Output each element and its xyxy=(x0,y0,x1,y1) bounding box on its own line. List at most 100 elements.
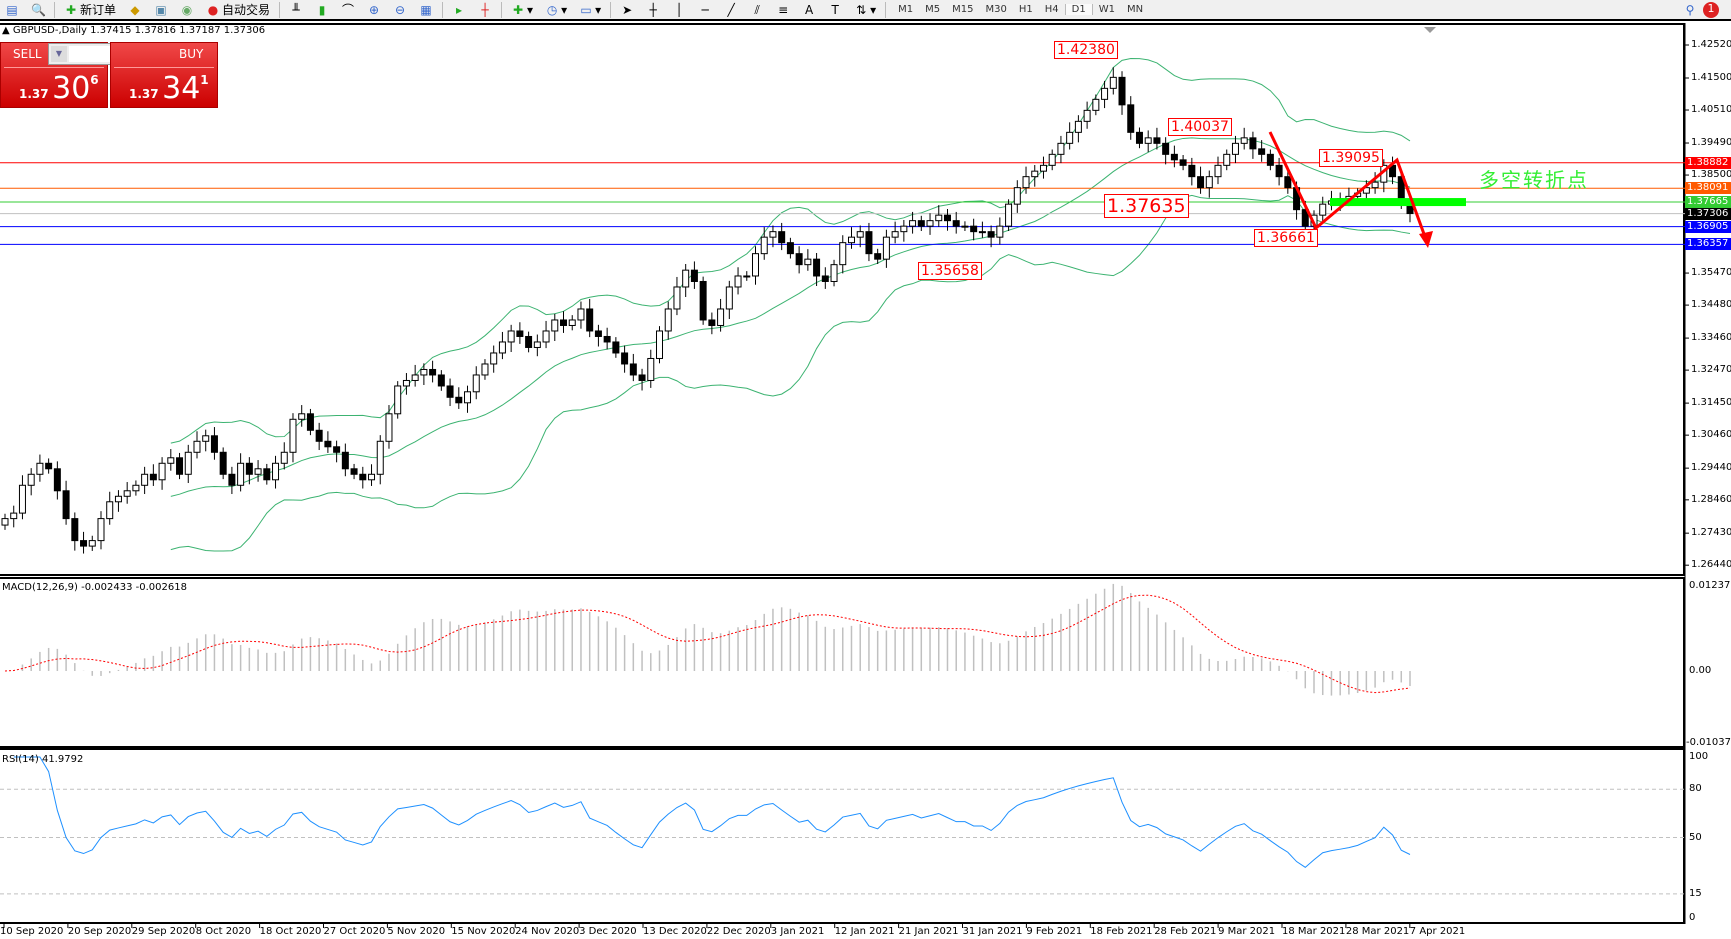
bull-candle xyxy=(141,473,149,486)
navigator-button[interactable]: 🔍 xyxy=(28,1,48,19)
search-icon[interactable]: ⚲ xyxy=(1685,2,1695,17)
timeframe-d1[interactable]: D1 xyxy=(1064,4,1093,15)
metaeditor-button[interactable]: ◆ xyxy=(125,1,145,19)
bull-candle xyxy=(568,319,576,326)
tile-windows-button[interactable]: ▦ xyxy=(416,1,436,19)
bear-candle xyxy=(952,220,960,227)
timeframe-h1[interactable]: H1 xyxy=(1018,4,1033,15)
notifications-badge[interactable]: 1 xyxy=(1703,1,1719,18)
bear-candle xyxy=(228,473,236,486)
terminal-button[interactable]: ▣ xyxy=(151,1,171,19)
bear-candle xyxy=(306,413,314,431)
bull-candle xyxy=(577,308,585,321)
sell-button[interactable]: SELL 1.37 306 xyxy=(0,42,108,108)
bear-candle xyxy=(1301,209,1309,227)
timeframe-m5[interactable]: M5 xyxy=(925,4,941,15)
timeframe-w1[interactable]: W1 xyxy=(1098,4,1115,15)
cursor-icon: ➤ xyxy=(622,2,633,17)
zoom-in-button[interactable]: ⊕ xyxy=(364,1,384,19)
arrows-tool[interactable]: ⇅ ▾ xyxy=(856,2,877,17)
bull-candle xyxy=(769,231,777,238)
text-label-tool[interactable]: T xyxy=(825,1,845,19)
bull-candle xyxy=(507,330,515,343)
new-order-button[interactable]: ✚ 新订单 xyxy=(61,1,119,19)
bear-candle xyxy=(1197,176,1205,189)
bear-candle xyxy=(612,341,620,354)
vertical-line-tool[interactable]: │ xyxy=(669,1,689,19)
divider xyxy=(501,1,503,18)
bull-candle xyxy=(909,220,917,227)
template-icon: ▭ xyxy=(580,2,592,17)
annotation-1[interactable]: 1.40037 xyxy=(1168,118,1232,136)
timeframe-mn[interactable]: MN xyxy=(1126,4,1144,15)
annotation-4[interactable]: 1.36661 xyxy=(1254,229,1318,247)
bull-candle xyxy=(36,462,44,475)
bar-chart-button[interactable]: ╨ xyxy=(286,1,306,19)
annotation-3[interactable]: 1.37635 xyxy=(1104,194,1189,218)
trendline-tool[interactable]: ╱ xyxy=(721,1,741,19)
chart-window-button[interactable]: ▤ xyxy=(2,1,22,19)
bull-candle xyxy=(682,269,690,288)
bull-candle xyxy=(1048,153,1056,166)
bear-candle xyxy=(1266,153,1274,166)
candle-chart-button[interactable]: ▮ xyxy=(312,1,332,19)
annotation-low[interactable]: 1.35658 xyxy=(918,262,982,280)
price-axis-label: 1.34480 xyxy=(1691,299,1731,311)
date-axis-label: 21 Jan 2021 xyxy=(898,926,959,937)
document-icon: ▤ xyxy=(6,2,18,17)
cursor-tool[interactable]: ➤ xyxy=(617,1,637,19)
toolbar: ▤ 🔍 ✚ 新订单 ◆ ▣ ◉ ● 自动交易 ╨ ▮ ⌒ ⊕ ⊖ ▦ ▸ ┼ ✚ ▾ … xyxy=(0,0,1731,21)
timeframe-m1[interactable]: M1 xyxy=(898,4,914,15)
templates-button[interactable]: ▭ ▾ xyxy=(580,2,602,17)
price-axis-label: 1.42520 xyxy=(1691,39,1731,50)
price-axis-label: 1.38500 xyxy=(1691,169,1731,181)
bull-candle xyxy=(1223,153,1231,166)
auto-trading-button[interactable]: ● 自动交易 xyxy=(203,1,273,19)
annotation-2[interactable]: 1.39095 xyxy=(1319,149,1383,167)
timeframe-m30[interactable]: M30 xyxy=(985,4,1007,15)
fibonacci-tool[interactable]: ≡ xyxy=(773,1,793,19)
rsi-pane[interactable] xyxy=(0,748,1685,924)
buy-button[interactable]: BUY 1.37 341 xyxy=(110,42,218,108)
date-axis-label: 13 Dec 2020 xyxy=(643,926,707,937)
bear-candle xyxy=(638,374,646,381)
line-chart-button[interactable]: ⌒ xyxy=(338,1,358,19)
bear-candle xyxy=(1135,131,1143,144)
bull-candle xyxy=(394,385,402,415)
turning-point-label[interactable]: 多空转折点 xyxy=(1479,168,1589,192)
signal-icon: ◉ xyxy=(181,2,193,17)
bull-candle xyxy=(184,451,192,475)
rsi-axis-label: 0 xyxy=(1689,912,1696,923)
text-tool[interactable]: A xyxy=(799,1,819,19)
divider xyxy=(54,1,55,18)
channel-tool[interactable]: ⫽ xyxy=(747,1,767,19)
collapse-triangle-icon[interactable]: ▲ xyxy=(2,25,13,36)
bear-candle xyxy=(176,457,184,475)
bull-candle xyxy=(498,341,506,354)
bull-candle xyxy=(1013,187,1021,205)
macd-pane[interactable] xyxy=(0,577,1685,748)
bear-candle xyxy=(865,231,873,255)
arrow-head-icon xyxy=(1419,231,1433,248)
timeframe-m15[interactable]: M15 xyxy=(952,4,974,15)
timeframe-h4[interactable]: H4 xyxy=(1044,4,1059,15)
signals-button[interactable]: ◉ xyxy=(177,1,197,19)
candlestick-icon: ▮ xyxy=(318,2,326,17)
bull-candle xyxy=(1066,131,1074,144)
annotation-high[interactable]: 1.42380 xyxy=(1054,41,1118,59)
main-chart-pane[interactable] xyxy=(0,23,1685,576)
crosshair-tool[interactable]: ┼ xyxy=(643,1,663,19)
periods-button[interactable]: ◷ ▾ xyxy=(546,2,568,17)
indicators-button[interactable]: ✚ ▾ xyxy=(513,2,534,17)
zoom-out-button[interactable]: ⊖ xyxy=(390,1,410,19)
bull-candle xyxy=(280,451,288,464)
sell-price-fraction: 6 xyxy=(90,73,99,87)
lot-decrease-button[interactable]: ▼ xyxy=(51,46,67,62)
autoscroll-button[interactable]: ▸ xyxy=(449,1,469,19)
bear-candle xyxy=(350,468,358,475)
date-axis-label: 24 Nov 2020 xyxy=(515,926,580,937)
horizontal-line-tool[interactable]: ─ xyxy=(695,1,715,19)
chart-shift-button[interactable]: ┼ xyxy=(475,1,495,19)
bollinger-band-l xyxy=(170,194,1411,552)
